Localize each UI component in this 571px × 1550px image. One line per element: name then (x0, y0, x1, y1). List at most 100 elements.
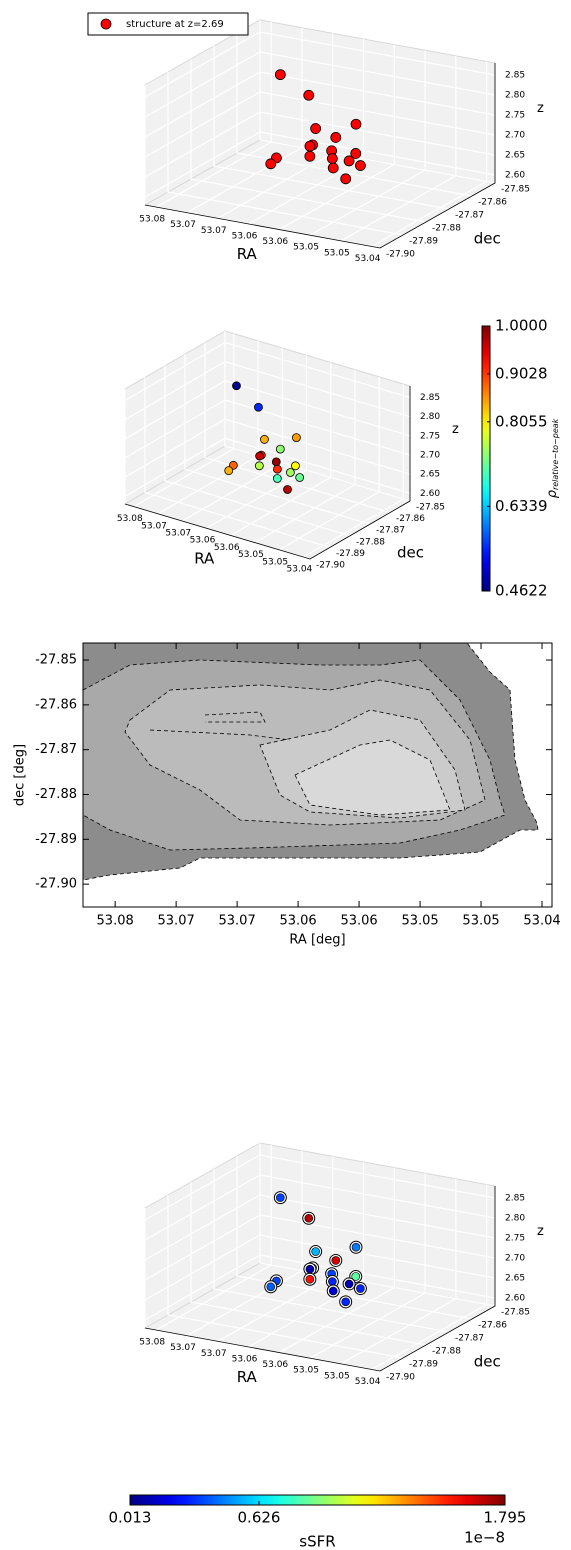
grid-line (144, 51, 496, 118)
point (255, 451, 264, 461)
contour-level (294, 739, 451, 816)
colorbar-label: sSFR (299, 1533, 335, 1550)
z-tick-label: 2.75 (505, 111, 525, 121)
x-tick-label: 53.05 (324, 1371, 350, 1381)
y-tick-label: -27.88 (35, 787, 77, 802)
grid-line (124, 380, 411, 440)
colorbar-tick-label: 0.8055 (495, 412, 548, 430)
z-tick-label: 2.65 (505, 1274, 525, 1284)
y-axis-label: dec (474, 1352, 501, 1370)
colorbar-tick-label: 0.4622 (495, 582, 548, 600)
colorbar-symbol: ρ (545, 489, 560, 498)
x-axis-label: RA (237, 1368, 258, 1386)
y-tick-label: -27.87 (455, 1334, 484, 1344)
y-tick-label: -27.90 (316, 561, 345, 571)
colorbar-tick-label: 0.9028 (495, 364, 548, 382)
x-tick-label: 53.08 (139, 1338, 165, 1348)
y-tick-label: -27.88 (432, 1347, 461, 1357)
grid-line (144, 1254, 496, 1321)
point (328, 1277, 337, 1286)
colorbar-tick-label: 0.626 (238, 1509, 281, 1527)
x-tick-label: 53.07 (201, 226, 227, 236)
z-tick-label: 2.80 (505, 1214, 525, 1224)
point (224, 466, 234, 476)
z-tick-label: 2.75 (420, 431, 440, 441)
z-tick-label: 2.70 (505, 131, 525, 141)
x-tick-label: 53.08 (117, 514, 143, 524)
point (265, 158, 277, 170)
x-tick-label: 53.06 (279, 914, 316, 929)
y-axis-label: dec (474, 229, 501, 247)
y-tick-label: -27.85 (416, 503, 445, 513)
legend-label: structure at z=2.69 (126, 19, 224, 30)
x-tick-label: 53.06 (232, 231, 258, 241)
z-tick-label: 2.60 (505, 1294, 525, 1304)
grid-line (144, 71, 496, 138)
x-tick-label: 53.06 (232, 1354, 258, 1364)
axis-line (144, 1186, 496, 1372)
z-tick-label: 2.70 (505, 1254, 525, 1264)
colorbar-tick-label: 0.6339 (495, 497, 548, 515)
colorbar-tick-label: 1.795 (484, 1509, 527, 1527)
grid-line (144, 1234, 496, 1301)
z-tick-label: 2.85 (420, 393, 440, 403)
x-tick-label: 53.04 (287, 565, 313, 575)
point (292, 433, 301, 442)
grid-line (144, 1214, 496, 1281)
y-tick-label: -27.89 (409, 1360, 438, 1370)
x-tick-label: 53.07 (158, 914, 195, 929)
z-axis-label: z (537, 1224, 544, 1239)
grid-line (190, 1182, 427, 1346)
x-tick-label: 53.07 (165, 529, 191, 539)
x-axis-label: RA (237, 245, 258, 263)
point (350, 148, 362, 159)
point (351, 1242, 361, 1252)
legend-box (87, 12, 249, 36)
z-axis-label: z (537, 101, 544, 116)
y-tick-label: -27.85 (501, 185, 530, 195)
grid-line (144, 377, 331, 548)
x-tick-label: 53.06 (262, 1360, 288, 1370)
grid-line (167, 72, 404, 236)
point (266, 1282, 276, 1292)
point (232, 381, 241, 391)
colorbar (129, 1494, 506, 1506)
z-tick-label: 2.60 (420, 489, 440, 499)
grid-line (213, 46, 450, 210)
colorbar-tick-label: 1.0000 (495, 317, 548, 335)
x-tick-label: 53.06 (214, 543, 240, 553)
grid-line (144, 1154, 496, 1221)
x-tick-label: 53.06 (340, 914, 377, 929)
y-tick-label: -27.89 (409, 237, 438, 247)
point (274, 69, 286, 81)
grid-line (144, 111, 496, 178)
point (356, 1284, 365, 1293)
y-tick-label: -27.88 (356, 537, 385, 547)
y-axis-label: dec (397, 543, 424, 561)
y-tick-label: -27.86 (478, 198, 507, 208)
y-tick-label: -27.87 (455, 211, 484, 221)
contour-frame (82, 642, 553, 908)
y-tick-label: -27.87 (35, 742, 77, 757)
point (273, 464, 282, 474)
point (343, 155, 355, 167)
x-tick-label: 53.07 (170, 1343, 196, 1353)
point (254, 402, 263, 412)
y-tick-label: -27.88 (432, 224, 461, 234)
grid-line (259, 20, 496, 184)
z-axis-label: z (452, 422, 459, 437)
colorbar-offset: 1e−8 (464, 1529, 505, 1547)
point (311, 1247, 320, 1256)
grid-line (190, 59, 427, 223)
point (271, 457, 281, 467)
x-tick-label: 53.05 (324, 248, 350, 258)
point (304, 1213, 314, 1223)
z-tick-label: 2.85 (505, 1194, 525, 1204)
x-tick-label: 53.05 (238, 550, 264, 560)
colorbar-subscript: relative−to−peak (551, 418, 560, 490)
y-tick-label: -27.90 (386, 1373, 415, 1383)
x-tick-label: 53.08 (97, 914, 134, 929)
x-tick-label: 53.04 (355, 1377, 381, 1387)
point (295, 473, 305, 482)
